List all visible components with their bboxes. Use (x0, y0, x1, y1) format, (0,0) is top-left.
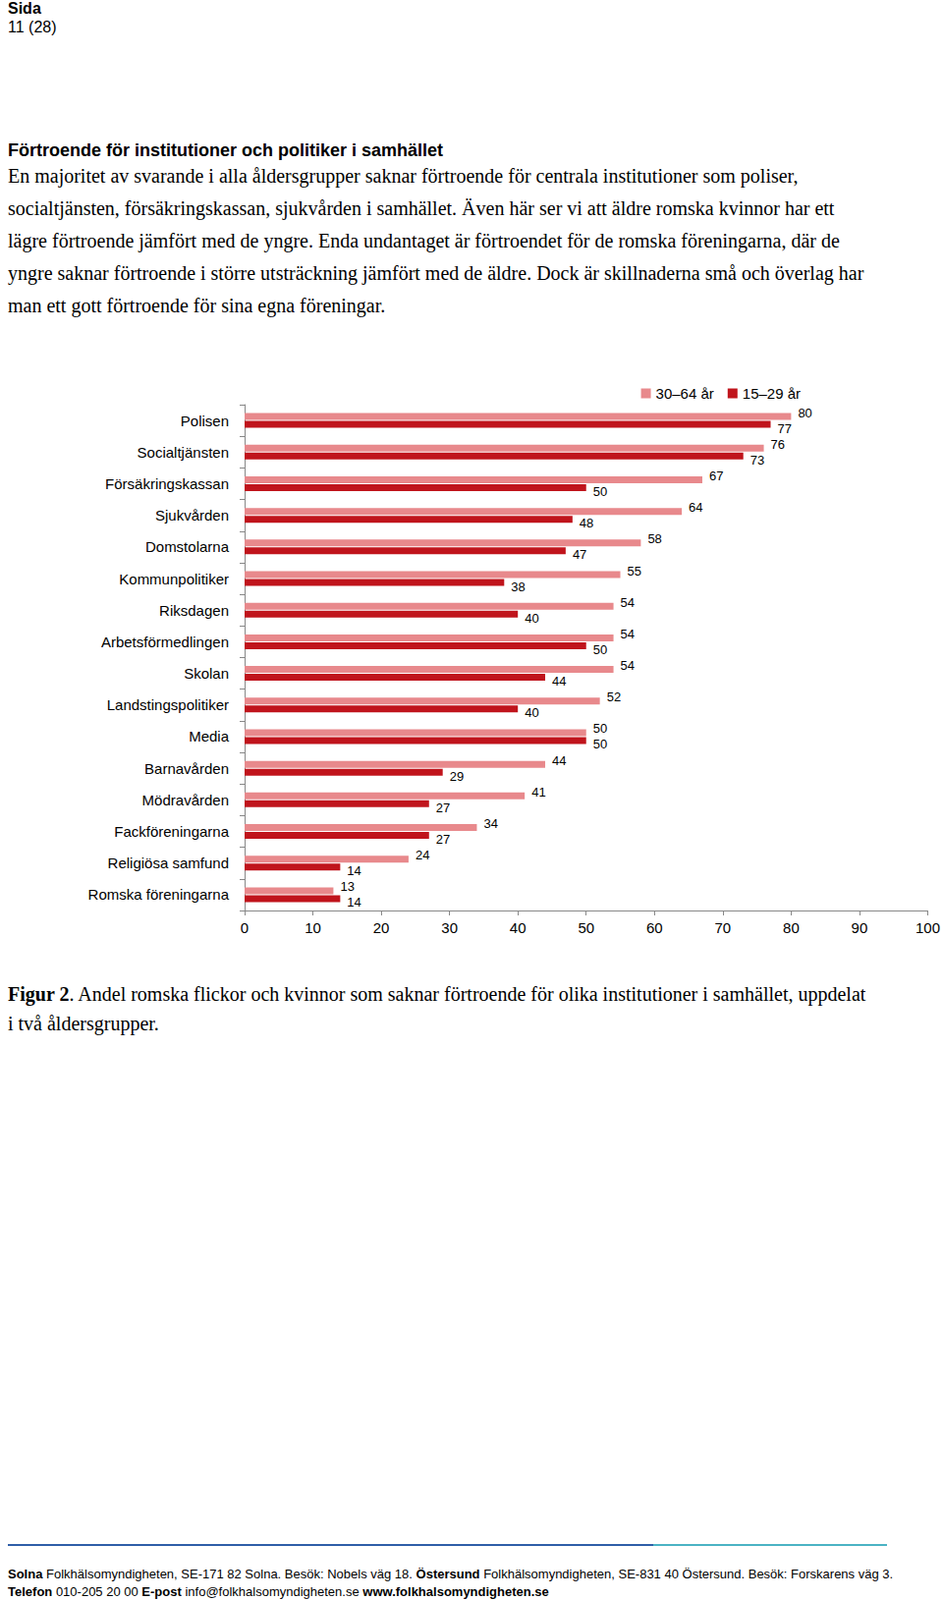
svg-text:80: 80 (797, 405, 812, 421)
svg-text:0: 0 (240, 919, 249, 937)
svg-text:60: 60 (646, 919, 664, 937)
svg-text:50: 50 (593, 484, 608, 500)
svg-text:27: 27 (436, 800, 450, 816)
svg-text:20: 20 (373, 919, 390, 937)
svg-text:54: 54 (620, 626, 635, 642)
html-text:Förtroende för institutioner o: Förtroende för institutioner och politik… (7, 140, 444, 161)
svg-text:54: 54 (620, 595, 635, 611)
svg-text:Försäkringskassan: Försäkringskassan (105, 475, 229, 493)
svg-text:Fackföreningarna: Fackföreningarna (113, 823, 229, 840)
svg-text:47: 47 (572, 547, 587, 562)
svg-text:90: 90 (851, 919, 869, 937)
html-text:11 (28): 11 (28) (7, 18, 57, 36)
svg-text:48: 48 (579, 515, 594, 531)
svg-text:58: 58 (647, 531, 662, 547)
svg-text:Kommunpolitiker: Kommunpolitiker (118, 570, 229, 588)
svg-text:55: 55 (627, 563, 642, 579)
svg-text:Media: Media (188, 727, 230, 745)
svg-text:50: 50 (593, 736, 608, 752)
svg-text:Socialtjänsten: Socialtjänsten (137, 443, 229, 461)
svg-text:44: 44 (552, 753, 566, 769)
svg-text:Domstolarna: Domstolarna (145, 538, 230, 555)
svg-text:40: 40 (524, 610, 539, 626)
svg-text:64: 64 (688, 499, 703, 515)
svg-text:50: 50 (593, 642, 608, 658)
svg-text:50: 50 (577, 919, 595, 937)
svg-text:Skolan: Skolan (183, 665, 229, 682)
svg-text:34: 34 (483, 816, 498, 832)
svg-text:30: 30 (441, 919, 458, 937)
svg-text:40: 40 (524, 705, 539, 721)
svg-text:77: 77 (777, 421, 792, 437)
svg-text:Barnavården: Barnavården (144, 760, 229, 777)
svg-text:14: 14 (346, 863, 361, 879)
svg-text:70: 70 (714, 919, 731, 937)
svg-text:Riksdagen: Riksdagen (159, 602, 229, 619)
svg-text:30–64 år: 30–64 år (656, 385, 715, 402)
svg-text:Landstingspolitiker: Landstingspolitiker (107, 696, 229, 714)
svg-text:Mödravården: Mödravården (142, 791, 229, 809)
svg-text:Romska föreningarna: Romska föreningarna (88, 886, 230, 903)
svg-text:Religiösa samfund: Religiösa samfund (108, 854, 229, 872)
svg-text:76: 76 (771, 437, 785, 452)
svg-text:38: 38 (510, 579, 525, 595)
svg-text:10: 10 (304, 919, 322, 937)
svg-text:44: 44 (552, 673, 566, 689)
svg-text:Polisen: Polisen (180, 412, 229, 430)
svg-text:27: 27 (436, 832, 450, 847)
svg-text:50: 50 (593, 721, 608, 736)
html-text:Figur 2. Andel romska flickor: Figur 2. Andel romska flickor och kvinno… (7, 983, 866, 1035)
svg-text:41: 41 (531, 784, 546, 800)
svg-text:Arbetsförmedlingen: Arbetsförmedlingen (101, 633, 229, 651)
svg-text:14: 14 (346, 894, 361, 910)
svg-text:67: 67 (709, 468, 723, 484)
svg-text:29: 29 (449, 769, 464, 784)
svg-text:13: 13 (339, 879, 354, 894)
svg-text:80: 80 (782, 919, 800, 937)
svg-text:24: 24 (415, 847, 430, 863)
svg-text:54: 54 (620, 658, 635, 673)
svg-text:40: 40 (509, 919, 527, 937)
html-text:Solna Folkhälsomyndigheten, SE: Solna Folkhälsomyndigheten, SE-171 82 So… (7, 1566, 894, 1582)
html-text:En majoritet av svarande i all: En majoritet av svarande i alla åldersgr… (7, 165, 864, 317)
svg-text:52: 52 (607, 689, 621, 705)
html-text:Sida: Sida (7, 0, 42, 17)
html-text:Telefon 010-205 20 00 E-post i: Telefon 010-205 20 00 E-post info@folkha… (7, 1584, 549, 1600)
svg-text:15–29 år: 15–29 år (742, 385, 801, 402)
svg-text:100: 100 (915, 919, 941, 937)
svg-text:73: 73 (750, 452, 765, 468)
svg-text:Sjukvården: Sjukvården (155, 506, 229, 524)
